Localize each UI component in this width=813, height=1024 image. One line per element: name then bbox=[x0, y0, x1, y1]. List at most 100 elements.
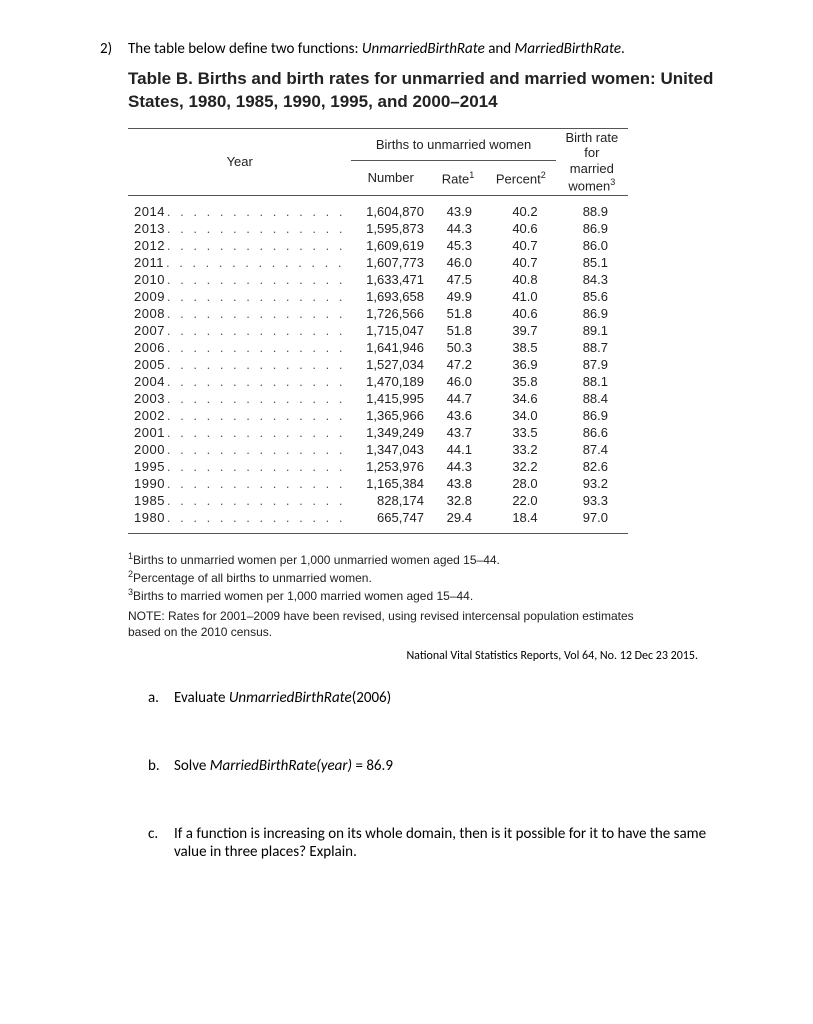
col-married-header: Birth rate for married women3 bbox=[556, 128, 628, 195]
cell-year: 2010. . . . . . . . . . . . . . bbox=[128, 271, 351, 288]
cell-married: 86.6 bbox=[556, 424, 628, 441]
married-l1: Birth rate bbox=[565, 130, 618, 145]
cell-number: 1,347,043 bbox=[351, 441, 430, 458]
subq-a-text: Evaluate UnmarriedBirthRate(2006) bbox=[174, 689, 391, 707]
cell-number: 1,715,047 bbox=[351, 322, 430, 339]
subq-b-text: Solve MarriedBirthRate(year) = 86.9 bbox=[174, 757, 393, 775]
question-number: 2) bbox=[100, 40, 128, 58]
cell-married: 97.0 bbox=[556, 509, 628, 534]
cell-married: 82.6 bbox=[556, 458, 628, 475]
question-intro: 2) The table below define two functions:… bbox=[100, 40, 723, 58]
table-row: 2014. . . . . . . . . . . . . .1,604,870… bbox=[128, 195, 628, 220]
cell-year: 2014. . . . . . . . . . . . . . bbox=[128, 195, 351, 220]
cell-married: 86.9 bbox=[556, 407, 628, 424]
table-row: 2005. . . . . . . . . . . . . .1,527,034… bbox=[128, 356, 628, 373]
cell-percent: 41.0 bbox=[486, 288, 556, 305]
cell-married: 86.9 bbox=[556, 220, 628, 237]
cell-year: 2011. . . . . . . . . . . . . . bbox=[128, 254, 351, 271]
cell-number: 1,641,946 bbox=[351, 339, 430, 356]
births-table: Year Births to unmarried women Birth rat… bbox=[128, 128, 628, 534]
table-row: 2011. . . . . . . . . . . . . .1,607,773… bbox=[128, 254, 628, 271]
fn2-name: MarriedBirthRate bbox=[515, 40, 622, 58]
table-block: Table B. Births and birth rates for unma… bbox=[128, 68, 723, 534]
table-row: 2012. . . . . . . . . . . . . .1,609,619… bbox=[128, 237, 628, 254]
cell-rate: 49.9 bbox=[430, 288, 486, 305]
cell-year: 2007. . . . . . . . . . . . . . bbox=[128, 322, 351, 339]
cell-number: 1,527,034 bbox=[351, 356, 430, 373]
cell-rate: 43.6 bbox=[430, 407, 486, 424]
cell-number: 1,633,471 bbox=[351, 271, 430, 288]
cell-rate: 43.7 bbox=[430, 424, 486, 441]
footnotes: 1Births to unmarried women per 1,000 unm… bbox=[128, 550, 648, 641]
cell-year: 2001. . . . . . . . . . . . . . bbox=[128, 424, 351, 441]
footnote-3: 3Births to married women per 1,000 marri… bbox=[128, 586, 648, 604]
cell-rate: 44.3 bbox=[430, 220, 486, 237]
subquestion-b: b. Solve MarriedBirthRate(year) = 86.9 bbox=[148, 757, 723, 775]
cell-number: 1,470,189 bbox=[351, 373, 430, 390]
cell-year: 2003. . . . . . . . . . . . . . bbox=[128, 390, 351, 407]
cell-rate: 44.3 bbox=[430, 458, 486, 475]
cell-married: 88.1 bbox=[556, 373, 628, 390]
cell-married: 85.6 bbox=[556, 288, 628, 305]
table-row: 2009. . . . . . . . . . . . . .1,693,658… bbox=[128, 288, 628, 305]
question-text: The table below define two functions: Un… bbox=[128, 40, 625, 58]
cell-year: 2012. . . . . . . . . . . . . . bbox=[128, 237, 351, 254]
cell-married: 87.4 bbox=[556, 441, 628, 458]
married-l3: women bbox=[568, 178, 610, 193]
col-year-header: Year bbox=[128, 128, 351, 195]
subq-c-letter: c. bbox=[148, 825, 174, 861]
cell-rate: 43.8 bbox=[430, 475, 486, 492]
table-row: 1985. . . . . . . . . . . . . .828,17432… bbox=[128, 492, 628, 509]
cell-rate: 46.0 bbox=[430, 254, 486, 271]
table-row: 2006. . . . . . . . . . . . . .1,641,946… bbox=[128, 339, 628, 356]
cell-percent: 34.6 bbox=[486, 390, 556, 407]
table-row: 2007. . . . . . . . . . . . . .1,715,047… bbox=[128, 322, 628, 339]
cell-rate: 50.3 bbox=[430, 339, 486, 356]
cell-number: 1,693,658 bbox=[351, 288, 430, 305]
cell-rate: 29.4 bbox=[430, 509, 486, 534]
cell-year: 2002. . . . . . . . . . . . . . bbox=[128, 407, 351, 424]
cell-married: 84.3 bbox=[556, 271, 628, 288]
cell-percent: 28.0 bbox=[486, 475, 556, 492]
cell-married: 93.3 bbox=[556, 492, 628, 509]
cell-number: 1,415,995 bbox=[351, 390, 430, 407]
cell-rate: 44.7 bbox=[430, 390, 486, 407]
cell-year: 2004. . . . . . . . . . . . . . bbox=[128, 373, 351, 390]
cell-rate: 47.2 bbox=[430, 356, 486, 373]
cell-married: 88.4 bbox=[556, 390, 628, 407]
group-header: Births to unmarried women bbox=[351, 128, 555, 160]
cell-number: 1,604,870 bbox=[351, 195, 430, 220]
cell-percent: 40.7 bbox=[486, 254, 556, 271]
cell-married: 86.9 bbox=[556, 305, 628, 322]
cell-percent: 32.2 bbox=[486, 458, 556, 475]
cell-percent: 33.2 bbox=[486, 441, 556, 458]
table-row: 2002. . . . . . . . . . . . . .1,365,966… bbox=[128, 407, 628, 424]
cell-year: 1990. . . . . . . . . . . . . . bbox=[128, 475, 351, 492]
table-row: 1980. . . . . . . . . . . . . .665,74729… bbox=[128, 509, 628, 534]
cell-percent: 18.4 bbox=[486, 509, 556, 534]
cell-married: 85.1 bbox=[556, 254, 628, 271]
cell-rate: 32.8 bbox=[430, 492, 486, 509]
cell-number: 828,174 bbox=[351, 492, 430, 509]
cell-percent: 35.8 bbox=[486, 373, 556, 390]
cell-number: 1,595,873 bbox=[351, 220, 430, 237]
cell-number: 1,349,249 bbox=[351, 424, 430, 441]
subquestion-c: c. If a function is increasing on its wh… bbox=[148, 825, 723, 861]
subq-a-letter: a. bbox=[148, 689, 174, 707]
cell-year: 2006. . . . . . . . . . . . . . bbox=[128, 339, 351, 356]
cell-number: 1,165,384 bbox=[351, 475, 430, 492]
intro-mid: and bbox=[485, 40, 515, 58]
cell-percent: 36.9 bbox=[486, 356, 556, 373]
cell-percent: 34.0 bbox=[486, 407, 556, 424]
cell-rate: 44.1 bbox=[430, 441, 486, 458]
cell-percent: 40.2 bbox=[486, 195, 556, 220]
cell-percent: 40.8 bbox=[486, 271, 556, 288]
subquestion-a: a. Evaluate UnmarriedBirthRate(2006) bbox=[148, 689, 723, 707]
cell-percent: 40.6 bbox=[486, 305, 556, 322]
cell-year: 1980. . . . . . . . . . . . . . bbox=[128, 509, 351, 534]
table-row: 2008. . . . . . . . . . . . . .1,726,566… bbox=[128, 305, 628, 322]
table-row: 2001. . . . . . . . . . . . . .1,349,249… bbox=[128, 424, 628, 441]
table-row: 2010. . . . . . . . . . . . . .1,633,471… bbox=[128, 271, 628, 288]
table-row: 2004. . . . . . . . . . . . . .1,470,189… bbox=[128, 373, 628, 390]
fn1-name: UnmarriedBirthRate bbox=[362, 40, 485, 58]
